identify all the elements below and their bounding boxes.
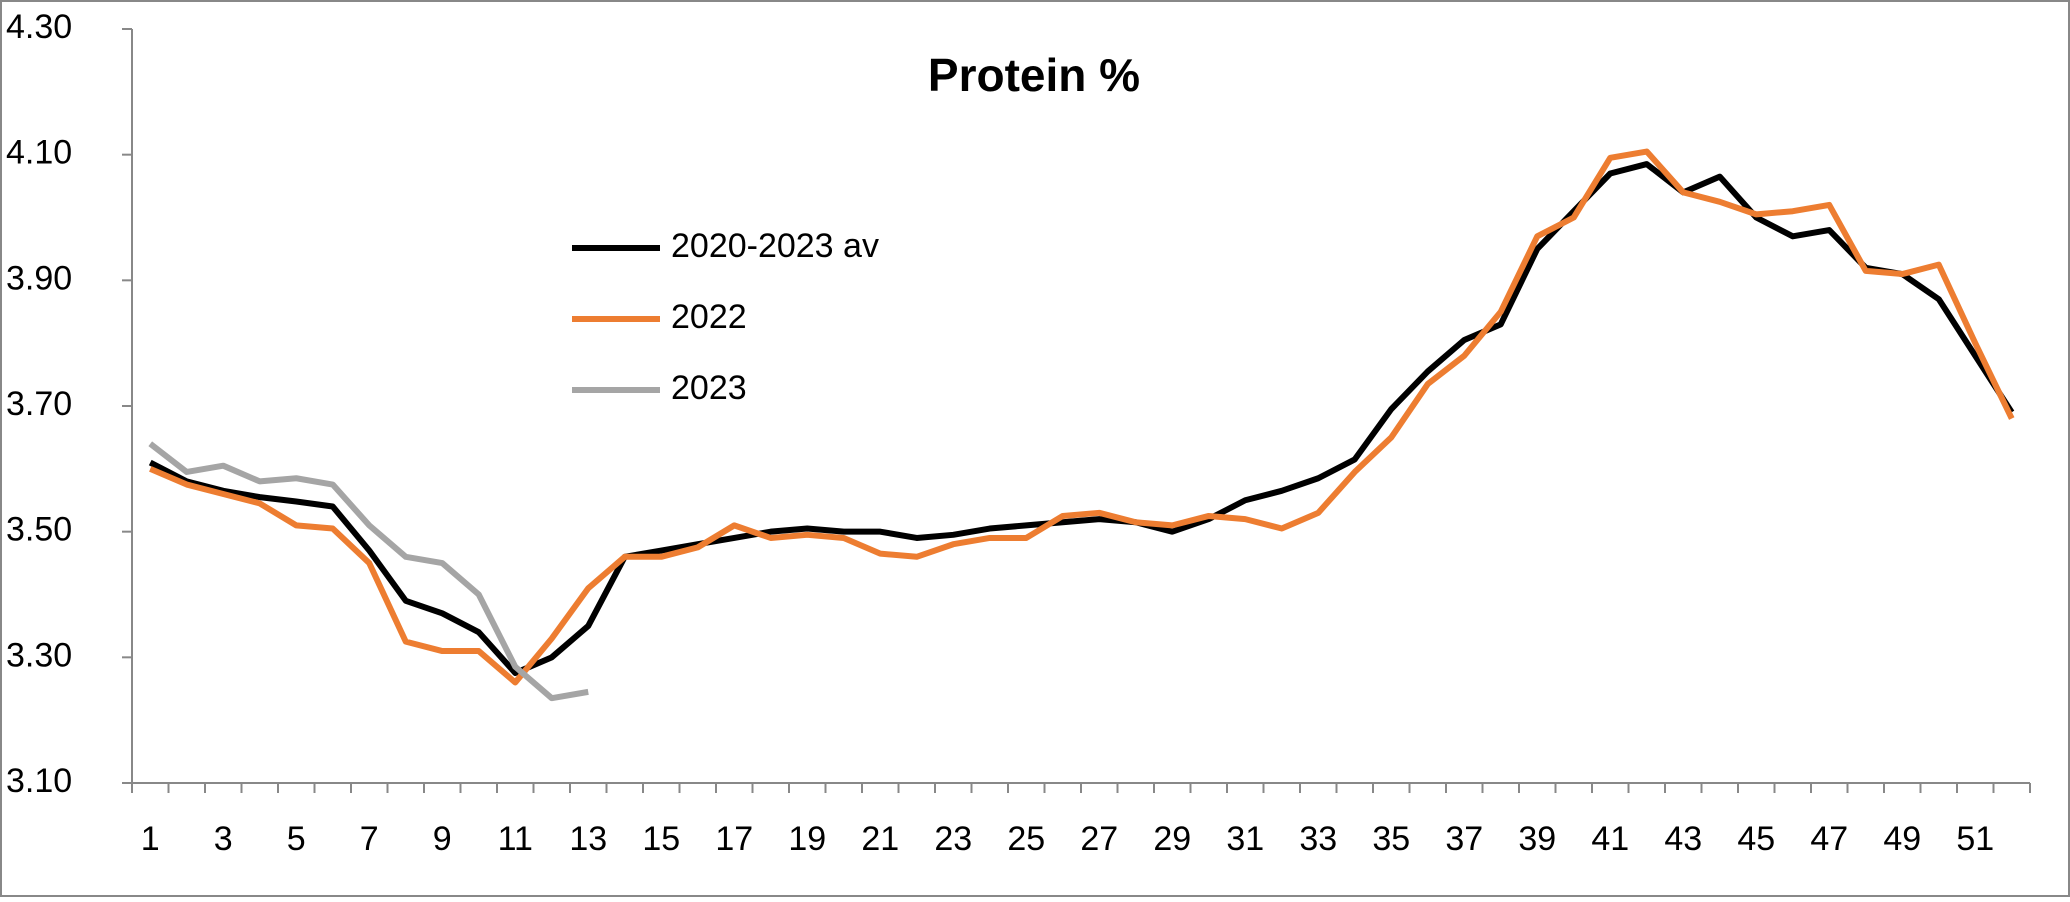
y-tick-label: 4.10: [6, 134, 72, 172]
x-tick-label: 47: [1810, 820, 1848, 858]
y-tick-label: 3.90: [6, 259, 72, 297]
x-tick-label: 43: [1664, 820, 1702, 858]
series-line: [149, 148, 2015, 686]
y-tick-label: 3.70: [6, 385, 72, 423]
series-line: [148, 161, 2015, 677]
x-tick-label: 25: [1007, 820, 1045, 858]
x-tick-label: 51: [1956, 820, 1994, 858]
x-tick-label: 41: [1591, 820, 1629, 858]
y-tick-label: 3.50: [6, 511, 72, 549]
y-tick-label: 3.30: [6, 636, 72, 674]
legend-label: 2023: [671, 369, 747, 407]
y-tick-label: 4.30: [6, 8, 72, 46]
legend-label: 2020-2023 av: [671, 227, 879, 265]
x-tick-label: 29: [1153, 820, 1191, 858]
x-tick-label: 45: [1737, 820, 1775, 858]
x-tick-label: 9: [433, 820, 452, 858]
x-tick-label: 17: [715, 820, 753, 858]
x-tick-label: 35: [1372, 820, 1410, 858]
x-tick-label: 31: [1226, 820, 1264, 858]
x-tick-label: 27: [1080, 820, 1118, 858]
x-tick-label: 21: [861, 820, 899, 858]
series-line: [148, 441, 589, 702]
x-tick-label: 37: [1445, 820, 1483, 858]
x-tick-label: 39: [1518, 820, 1556, 858]
x-tick-label: 15: [642, 820, 680, 858]
x-tick-label: 33: [1299, 820, 1337, 858]
legend-label: 2022: [671, 298, 747, 336]
x-tick-label: 23: [934, 820, 972, 858]
x-tick-label: 49: [1883, 820, 1921, 858]
x-tick-label: 11: [498, 820, 533, 858]
x-tick-label: 5: [287, 820, 306, 858]
x-tick-label: 3: [214, 820, 233, 858]
chart-title: Protein %: [928, 49, 1140, 101]
x-tick-label: 1: [141, 820, 160, 858]
y-tick-label: 3.10: [6, 762, 72, 800]
x-tick-label: 13: [569, 820, 607, 858]
x-tick-label: 7: [360, 820, 379, 858]
x-tick-label: 19: [788, 820, 826, 858]
